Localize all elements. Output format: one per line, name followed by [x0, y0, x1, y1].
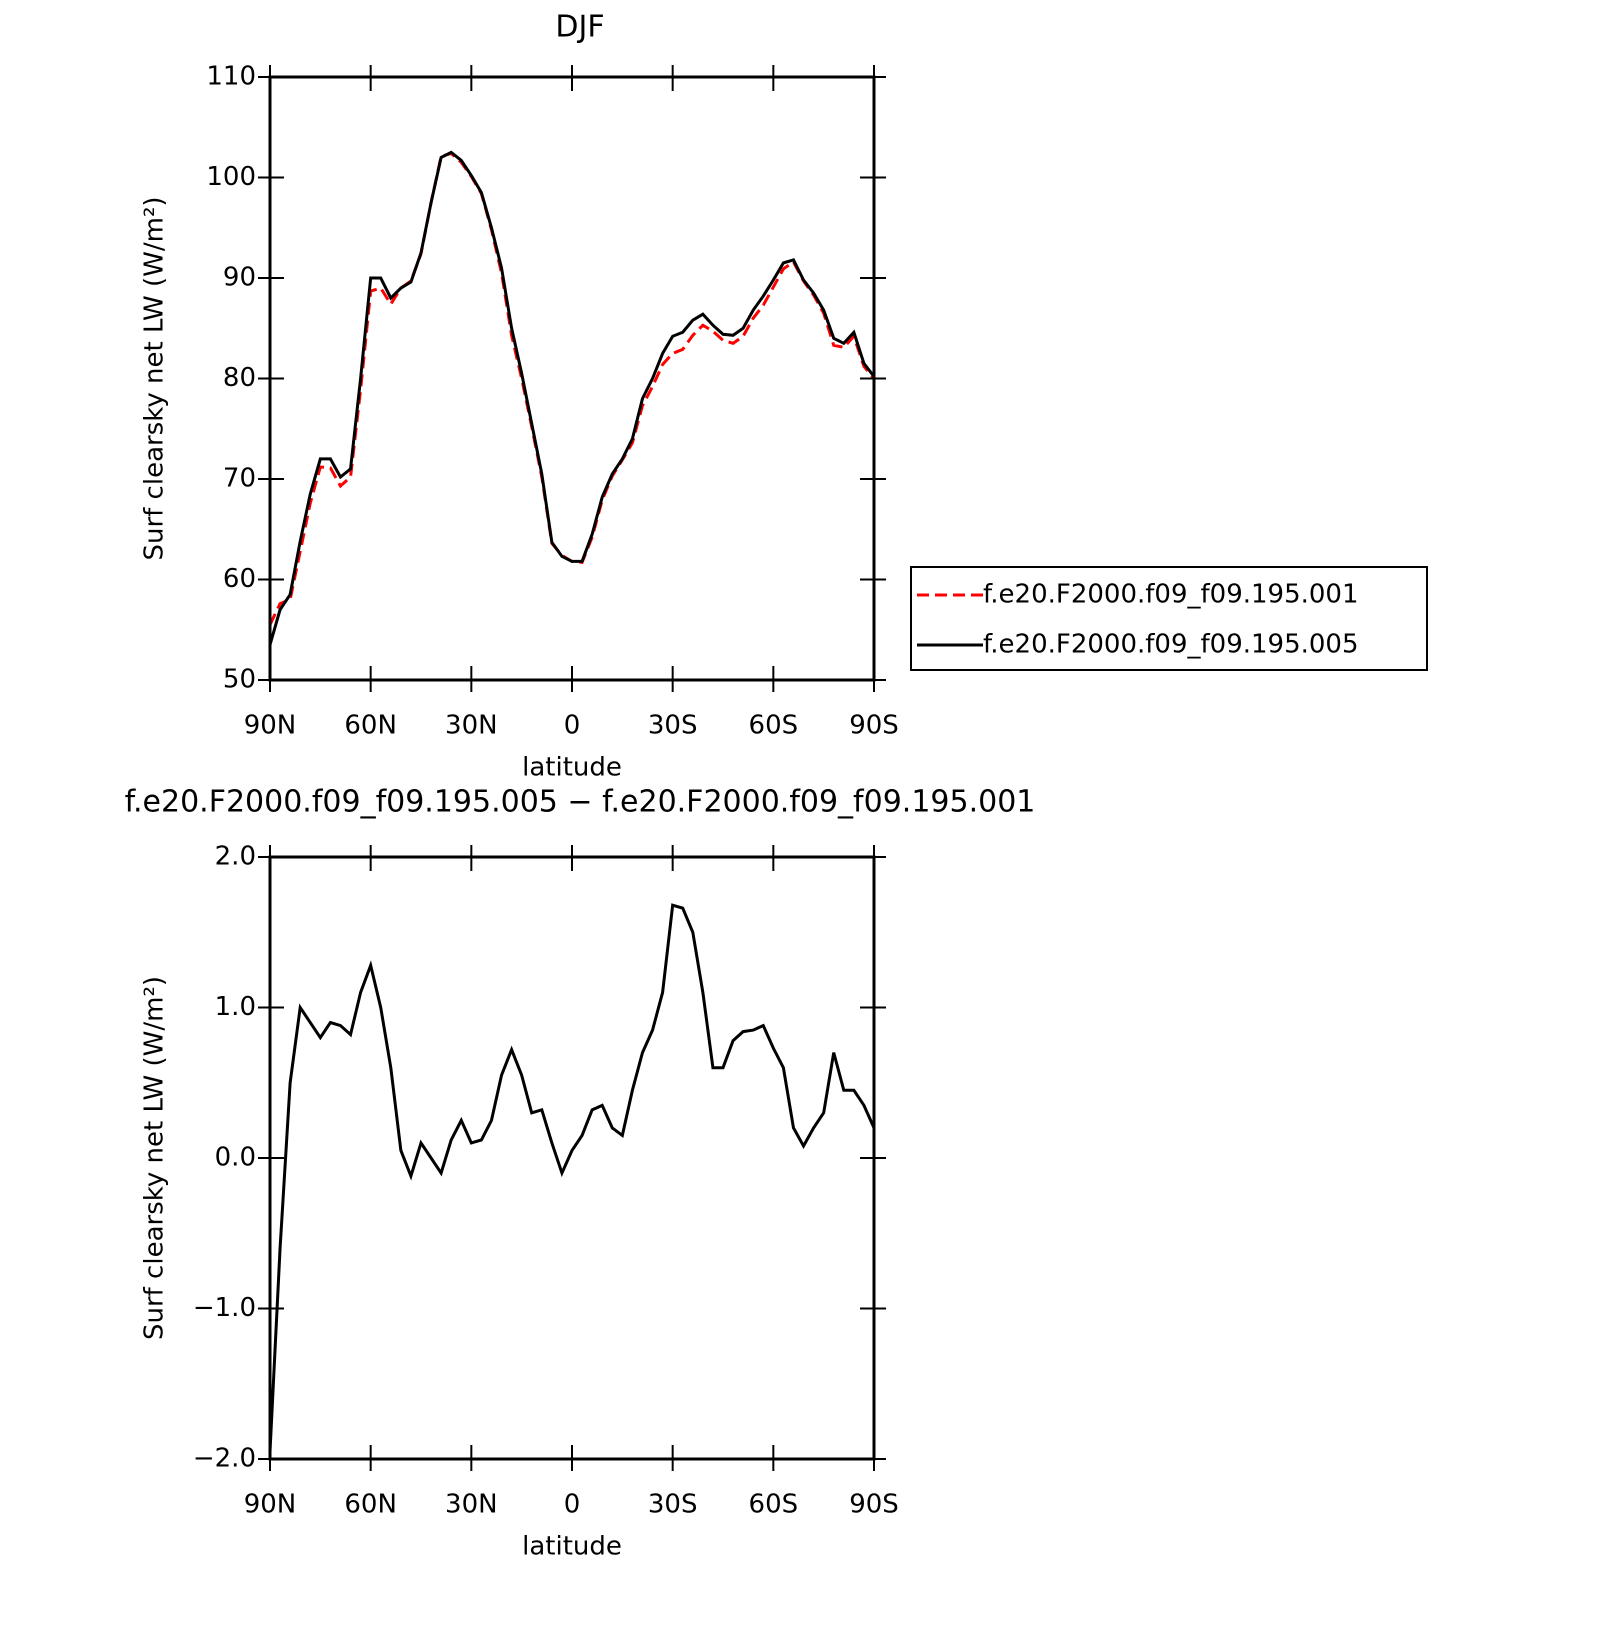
- legend-label: f.e20.F2000.f09_f09.195.005: [983, 630, 1359, 660]
- x-tick-label: 90N: [244, 1490, 297, 1520]
- x-tick-label: 30S: [648, 711, 698, 741]
- y-tick-label: 70: [223, 464, 256, 494]
- y-tick-label: 80: [223, 363, 256, 393]
- y-tick-label: −1.0: [193, 1293, 256, 1323]
- y-tick-label: 60: [223, 564, 256, 594]
- y-tick-label: −2.0: [193, 1444, 256, 1474]
- y-axis-label: Surf clearsky net LW (W/m²): [140, 196, 170, 560]
- x-tick-label: 30S: [648, 1490, 698, 1520]
- x-tick-label: 90S: [849, 1490, 899, 1520]
- y-axis-label: Surf clearsky net LW (W/m²): [140, 976, 170, 1340]
- x-tick-label: 30N: [445, 1490, 498, 1520]
- y-tick-label: 1.0: [215, 992, 256, 1022]
- legend-label: f.e20.F2000.f09_f09.195.001: [983, 580, 1359, 610]
- x-axis-label: latitude: [522, 1532, 622, 1562]
- plot-frame: [268, 855, 876, 1461]
- y-tick-label: 0.0: [215, 1143, 256, 1173]
- data-line: [268, 150, 876, 646]
- legend-box: [910, 566, 1428, 671]
- y-tick-label: 2.0: [215, 842, 256, 872]
- y-tick-label: 90: [223, 263, 256, 293]
- x-tick-label: 0: [564, 711, 581, 741]
- y-tick-label: 110: [206, 62, 256, 92]
- x-tick-label: 0: [564, 1490, 581, 1520]
- x-tick-label: 90S: [849, 711, 899, 741]
- chart-title: f.e20.F2000.f09_f09.195.005 − f.e20.F200…: [125, 785, 1036, 820]
- x-tick-label: 30N: [445, 711, 498, 741]
- y-tick-label: 100: [206, 162, 256, 192]
- chart-title: DJF: [555, 10, 604, 45]
- x-axis-label: latitude: [522, 753, 622, 783]
- x-tick-label: 90N: [244, 711, 297, 741]
- y-tick-label: 50: [223, 665, 256, 695]
- x-tick-label: 60S: [749, 1490, 799, 1520]
- data-line: [268, 903, 876, 1452]
- x-tick-label: 60N: [344, 711, 397, 741]
- x-tick-label: 60N: [344, 1490, 397, 1520]
- x-tick-label: 60S: [749, 711, 799, 741]
